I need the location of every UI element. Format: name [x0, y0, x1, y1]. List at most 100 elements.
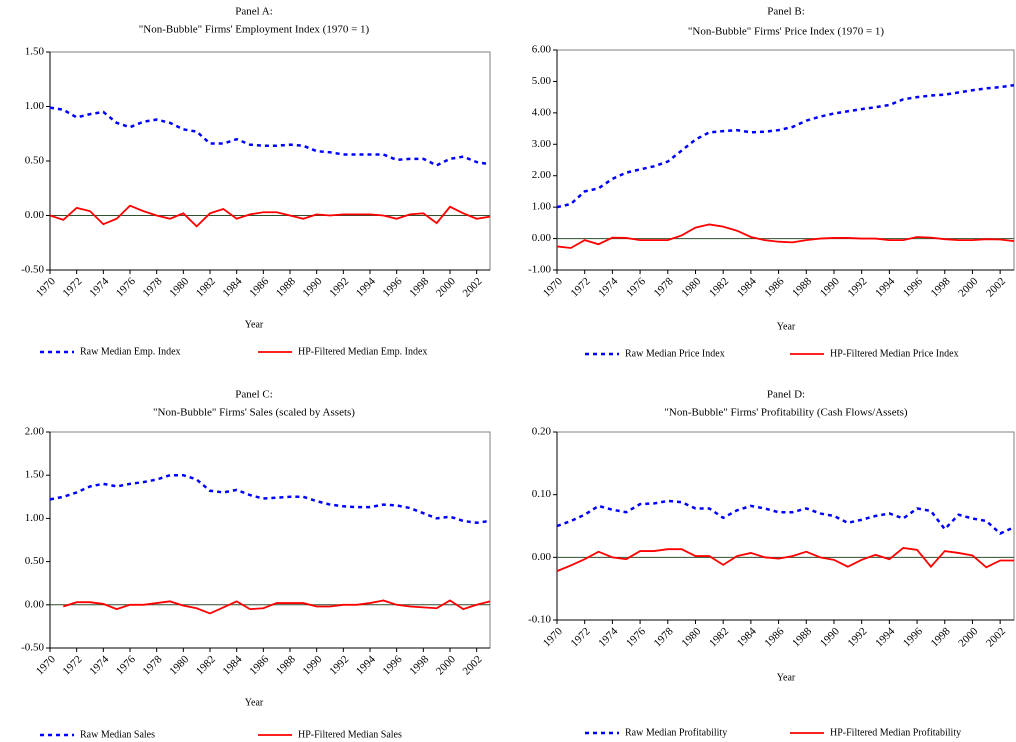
y-tick-label: 6.00 — [532, 44, 552, 56]
data-line — [63, 599, 491, 615]
x-tick-label: 2000 — [956, 625, 980, 649]
legend-label: HP-Filtered Median Profitability — [830, 727, 961, 738]
legend-label: Raw Median Emp. Index — [80, 346, 181, 357]
x-axis-label: Year — [245, 319, 264, 330]
x-tick-label: 1974 — [596, 625, 620, 649]
x-tick-label: 1990 — [301, 275, 325, 299]
y-tick-label: 1.50 — [25, 46, 45, 58]
x-tick-label: 1984 — [735, 275, 759, 299]
x-tick-label: 1970 — [541, 275, 565, 299]
panel-title: Panel C: — [235, 389, 273, 401]
x-tick-label: 1994 — [354, 653, 378, 677]
y-tick-label: 1.50 — [25, 469, 45, 481]
x-tick-label: 1980 — [679, 625, 703, 649]
plot-frame — [49, 51, 491, 271]
x-tick-label: 1980 — [679, 275, 703, 299]
panel-title: Panel B: — [767, 6, 805, 18]
x-tick-label: 1988 — [790, 625, 814, 649]
x-axis-label: Year — [245, 697, 264, 708]
x-tick-label: 1992 — [846, 625, 870, 649]
data-line — [49, 106, 491, 167]
x-axis-label: Year — [777, 321, 796, 332]
x-tick-label: 1978 — [141, 653, 165, 677]
x-tick-label: 1976 — [114, 653, 138, 677]
legend-label: HP-Filtered Median Emp. Index — [298, 346, 427, 357]
x-axis-label: Year — [777, 672, 796, 683]
x-tick-label: 1978 — [652, 625, 676, 649]
x-tick-label: 1982 — [707, 275, 731, 299]
data-line — [556, 499, 1015, 535]
y-tick-label: 1.00 — [532, 201, 552, 213]
x-tick-label: 1984 — [221, 653, 245, 677]
panel-subtitle: "Non-Bubble" Firms' Price Index (1970 = … — [688, 26, 885, 38]
x-tick-label: 1986 — [247, 653, 271, 677]
y-tick-label: 0.00 — [532, 551, 552, 563]
x-tick-label: 1970 — [34, 653, 58, 677]
legend-label: Raw Median Sales — [80, 729, 155, 740]
y-tick-label: -0.50 — [21, 642, 44, 654]
x-tick-label: 1974 — [596, 275, 620, 299]
x-tick-label: 1970 — [34, 275, 58, 299]
x-tick-label: 1996 — [381, 275, 405, 299]
x-tick-label: 2002 — [984, 275, 1008, 299]
x-tick-label: 1986 — [762, 275, 786, 299]
x-tick-label: 1998 — [929, 625, 953, 649]
data-line — [49, 204, 491, 228]
x-tick-label: 1972 — [569, 625, 593, 649]
x-tick-label: 1996 — [901, 625, 925, 649]
x-tick-label: 2000 — [434, 653, 458, 677]
legend-label: HP-Filtered Median Sales — [298, 729, 402, 740]
data-line — [556, 83, 1015, 209]
data-line — [556, 223, 1015, 249]
legend-label: Raw Median Profitability — [625, 727, 727, 738]
y-tick-label: 5.00 — [532, 75, 552, 87]
y-tick-label: 3.00 — [532, 138, 552, 150]
y-tick-label: 2.00 — [532, 169, 552, 181]
panel-title: Panel D: — [767, 389, 805, 401]
panel-subtitle: "Non-Bubble" Firms' Profitability (Cash … — [664, 407, 908, 419]
y-tick-label: -1.00 — [528, 264, 551, 276]
x-tick-label: 1988 — [274, 653, 298, 677]
x-tick-label: 1990 — [301, 653, 325, 677]
x-tick-label: 1986 — [762, 625, 786, 649]
y-tick-label: 0.50 — [25, 155, 45, 167]
x-tick-label: 1998 — [929, 275, 953, 299]
x-tick-label: 1982 — [707, 625, 731, 649]
x-tick-label: 2002 — [461, 653, 485, 677]
panel-subtitle: "Non-Bubble" Firms' Sales (scaled by Ass… — [153, 407, 355, 419]
x-tick-label: 1982 — [194, 653, 218, 677]
x-tick-label: 1998 — [407, 275, 431, 299]
x-tick-label: 1992 — [327, 275, 351, 299]
x-tick-label: 1982 — [194, 275, 218, 299]
x-tick-label: 2002 — [461, 275, 485, 299]
x-tick-label: 1972 — [61, 653, 85, 677]
x-tick-label: 1988 — [274, 275, 298, 299]
y-tick-label: -0.10 — [528, 614, 551, 626]
panel-subtitle: "Non-Bubble" Firms' Employment Index (19… — [139, 24, 370, 36]
x-tick-label: 1976 — [624, 275, 648, 299]
x-tick-label: 1976 — [114, 275, 138, 299]
y-tick-label: -0.50 — [21, 264, 44, 276]
x-tick-label: 1996 — [381, 653, 405, 677]
y-tick-label: 0.00 — [25, 598, 45, 610]
x-tick-label: 1978 — [652, 275, 676, 299]
x-tick-label: 1970 — [541, 625, 565, 649]
data-line — [49, 473, 491, 524]
x-tick-label: 1998 — [407, 653, 431, 677]
x-tick-label: 1978 — [141, 275, 165, 299]
y-tick-label: 0.00 — [25, 209, 45, 221]
x-tick-label: 1988 — [790, 275, 814, 299]
y-tick-label: 0.10 — [532, 488, 552, 500]
plot-frame — [49, 431, 491, 649]
plot-frame — [556, 431, 1015, 621]
x-tick-label: 1992 — [846, 275, 870, 299]
y-tick-label: 0.00 — [532, 232, 552, 244]
x-tick-label: 1994 — [354, 275, 378, 299]
x-tick-label: 1976 — [624, 625, 648, 649]
x-tick-label: 2002 — [984, 625, 1008, 649]
x-tick-label: 1990 — [818, 625, 842, 649]
x-tick-label: 1994 — [873, 625, 897, 649]
x-tick-label: 1980 — [167, 275, 191, 299]
x-tick-label: 1974 — [87, 653, 111, 677]
